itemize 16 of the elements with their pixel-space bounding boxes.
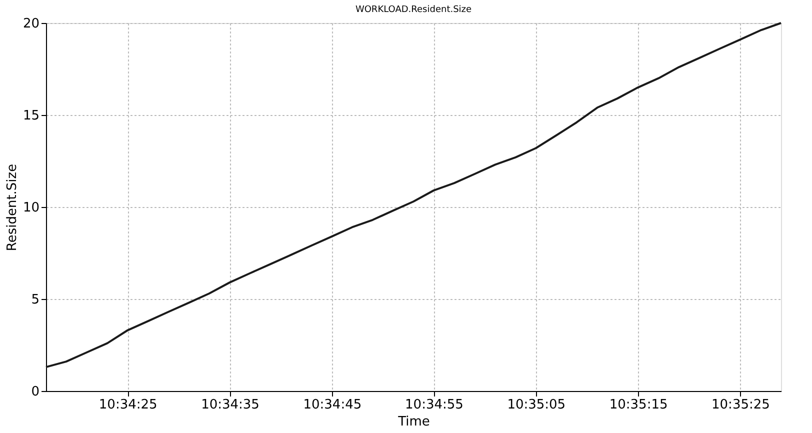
x-tick-label: 10:35:25: [712, 398, 770, 412]
y-axis-title: Resident.Size: [4, 164, 20, 252]
x-tick-label: 10:35:15: [609, 398, 668, 412]
x-tick-label: 10:35:05: [507, 398, 566, 412]
y-tick-label: 5: [31, 292, 40, 308]
x-tick-label: 10:34:35: [201, 398, 260, 412]
x-axis-title: Time: [397, 414, 430, 430]
line-series: [45, 22, 782, 368]
x-tick-label: 10:34:45: [303, 398, 362, 412]
y-tick-label: 20: [22, 16, 40, 32]
chart-title: WORKLOAD.Resident.Size: [355, 5, 472, 15]
x-tick-label: 10:34:55: [405, 398, 464, 412]
y-tick-label: 15: [22, 108, 40, 124]
x-tick-label: 10:34:25: [98, 398, 158, 412]
y-tick-label: 0: [31, 384, 40, 400]
y-tick-label: 10: [22, 200, 40, 216]
